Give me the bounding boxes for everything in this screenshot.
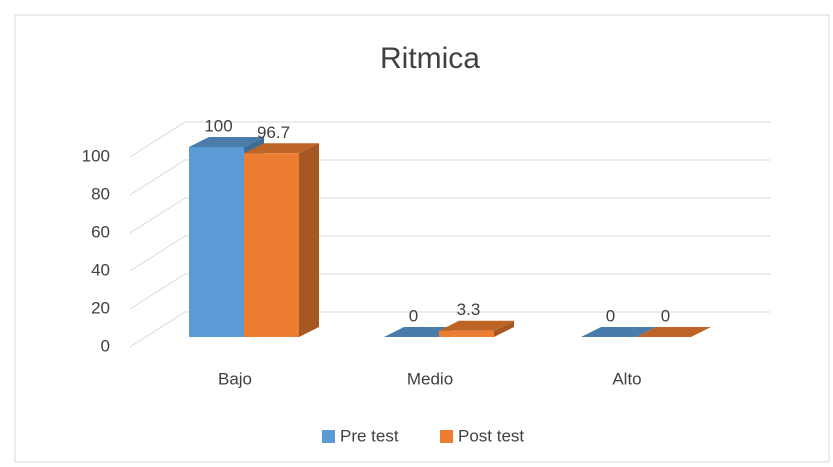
legend-swatch xyxy=(322,430,335,443)
value-label: 100 xyxy=(204,116,232,135)
grid-line xyxy=(129,159,770,196)
value-label: 0 xyxy=(409,306,418,325)
bar xyxy=(636,327,711,337)
x-tick-label: Alto xyxy=(612,369,641,388)
grid-line xyxy=(129,197,770,234)
bar-face xyxy=(189,137,264,147)
legend-label: Pre test xyxy=(340,426,399,445)
grid-line xyxy=(129,235,770,272)
y-tick-label: 80 xyxy=(91,184,110,203)
bar xyxy=(581,327,656,337)
bar xyxy=(439,320,514,337)
value-label: 0 xyxy=(606,306,615,325)
grid-line xyxy=(129,311,770,348)
bar-face xyxy=(244,143,319,154)
value-label: 96.7 xyxy=(257,123,290,142)
bar-face xyxy=(439,320,514,331)
y-tick-label: 100 xyxy=(82,146,110,165)
legend-swatch xyxy=(440,430,453,443)
y-tick-label: 40 xyxy=(91,260,110,279)
y-tick-label: 0 xyxy=(101,336,110,355)
y-tick-label: 20 xyxy=(91,298,110,317)
y-tick-label: 60 xyxy=(91,222,110,241)
bar-face xyxy=(439,330,494,337)
bar-face xyxy=(636,327,711,337)
grid-line xyxy=(129,273,770,310)
legend-label: Post test xyxy=(458,426,524,445)
bar-face xyxy=(494,320,514,337)
chart-border xyxy=(14,14,830,463)
value-label: 3.3 xyxy=(457,300,481,319)
value-label: 0 xyxy=(661,306,670,325)
bar-face xyxy=(244,153,299,337)
x-tick-label: Medio xyxy=(407,369,453,388)
bar-face xyxy=(581,327,656,337)
bar-face xyxy=(189,147,244,337)
chart-title: Ritmica xyxy=(380,42,480,75)
bar-face xyxy=(299,143,319,337)
bar xyxy=(244,143,319,337)
grid-line xyxy=(129,121,770,158)
x-tick-label: Bajo xyxy=(218,369,252,388)
